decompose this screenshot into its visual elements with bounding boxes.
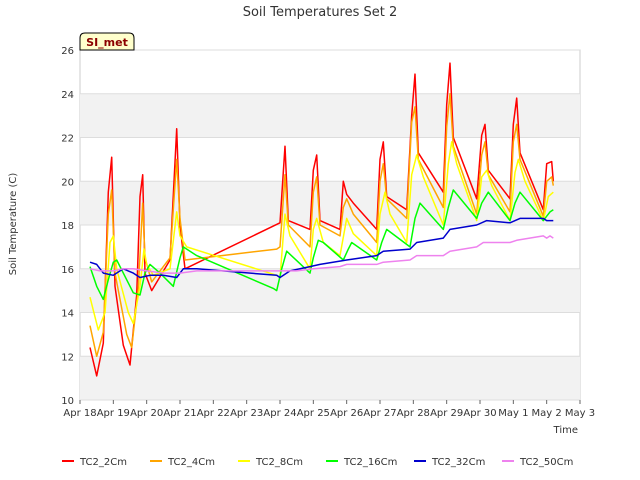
plot-band — [80, 356, 580, 400]
y-tick-label: 16 — [61, 265, 74, 276]
x-tick-label: May 1 — [498, 408, 528, 419]
x-axis-ticks: Apr 18 Apr 19 Apr 20 Apr 21 Apr 22 Apr 23 Apr … — [63, 400, 595, 419]
series-line-TC2_8Cm — [89, 141, 554, 331]
legend-label: TC2_2Cm — [79, 457, 127, 468]
x-axis-label: Time — [553, 425, 578, 436]
x-tick-label: Apr 18 — [63, 408, 96, 419]
y-tick-label: 18 — [61, 221, 74, 232]
legend-label: TC2_4Cm — [167, 457, 215, 468]
grid-lines — [80, 49, 580, 401]
series-line-TC2_32Cm — [89, 217, 554, 279]
y-tick-label: 12 — [61, 352, 74, 363]
series-line-TC2_50Cm — [89, 235, 554, 274]
legend-item-TC2_16Cm: TC2_16Cm — [326, 457, 397, 468]
legend-item-TC2_8Cm: TC2_8Cm — [238, 457, 303, 468]
x-tick-label: Apr 26 — [330, 408, 363, 419]
legend-label: TC2_8Cm — [255, 457, 303, 468]
station-tag-label: SI_met — [86, 36, 128, 49]
y-tick-label: 26 — [61, 46, 74, 57]
series-line-TC2_4Cm — [89, 93, 555, 358]
legend-item-TC2_4Cm: TC2_4Cm — [150, 457, 215, 468]
x-tick-label: May 2 — [532, 408, 562, 419]
series-lines — [89, 62, 555, 377]
x-tick-label: Apr 28 — [397, 408, 430, 419]
legend-label: TC2_50Cm — [519, 457, 573, 468]
x-tick-label: May 3 — [565, 408, 595, 419]
y-axis-ticks: 10 12 14 16 18 20 22 24 26 — [61, 46, 74, 407]
y-tick-label: 20 — [61, 177, 74, 188]
x-tick-label: Apr 23 — [230, 408, 263, 419]
chart-title: Soil Temperatures Set 2 — [243, 5, 398, 20]
x-tick-label: Apr 24 — [263, 408, 296, 419]
legend-item-TC2_32Cm: TC2_32Cm — [414, 457, 485, 468]
x-tick-label: Apr 29 — [430, 408, 463, 419]
x-tick-label: Apr 30 — [463, 408, 496, 419]
legend-item-TC2_50Cm: TC2_50Cm — [502, 457, 573, 468]
series-line-TC2_16Cm — [89, 189, 554, 301]
x-tick-label: Apr 21 — [163, 408, 196, 419]
y-tick-label: 22 — [61, 134, 74, 145]
y-tick-label: 14 — [61, 309, 74, 320]
x-tick-label: Apr 25 — [297, 408, 330, 419]
station-tag: SI_met — [79, 32, 135, 51]
y-axis-label: Soil Temperature (C) — [8, 173, 19, 276]
legend-label: TC2_16Cm — [343, 457, 397, 468]
plot-band — [80, 93, 580, 138]
x-tick-label: Apr 22 — [197, 408, 230, 419]
station-tag-box — [79, 32, 135, 51]
legend-item-TC2_2Cm: TC2_2Cm — [62, 457, 127, 468]
x-tick-label: Apr 19 — [97, 408, 130, 419]
legend-label: TC2_32Cm — [431, 457, 485, 468]
y-tick-label: 10 — [61, 396, 74, 407]
x-tick-label: Apr 20 — [130, 408, 163, 419]
series-line-TC2_2Cm — [89, 62, 555, 377]
x-tick-label: Apr 27 — [363, 408, 396, 419]
legend: TC2_2Cm TC2_4Cm TC2_8Cm TC2_16Cm TC2_32Cm TC2… — [62, 457, 573, 468]
y-tick-label: 24 — [61, 90, 74, 101]
